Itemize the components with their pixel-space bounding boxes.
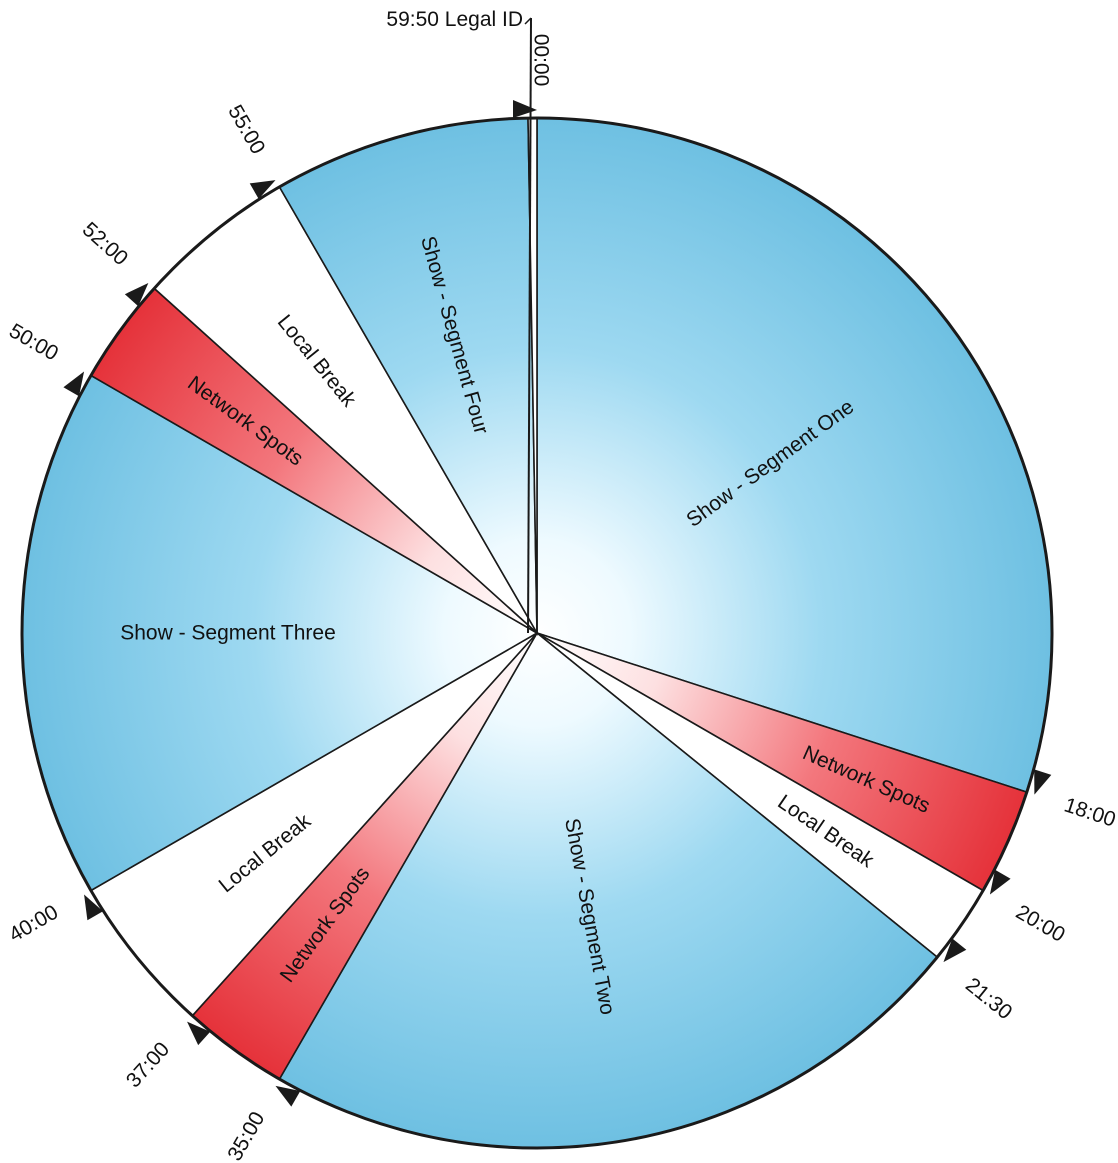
legal-id-line <box>527 17 532 634</box>
clock-outline <box>20 116 1054 1150</box>
marker-arrow-52-00 <box>124 283 149 307</box>
marker-label-52-00: 52:00 <box>78 218 132 270</box>
marker-arrow-50-00 <box>63 371 85 397</box>
segment-label-show-segment-three-6: Show - Segment Three <box>120 622 336 645</box>
marker-arrow-00-00 <box>513 100 537 118</box>
marker-arrow-35-00 <box>275 1085 301 1107</box>
marker-arrow-18-00 <box>1034 769 1052 795</box>
marker-label-55-00: 55:00 <box>223 101 269 158</box>
legal-id-leader <box>524 17 532 25</box>
marker-arrow-40-00 <box>84 894 103 921</box>
marker-label-20-00: 20:00 <box>1012 901 1069 947</box>
marker-arrow-55-00 <box>249 180 276 199</box>
legal-id-marker: 59:50 Legal ID <box>386 8 532 634</box>
marker-arrow-37-00 <box>187 1021 211 1046</box>
marker-label-00-00: 00:00 <box>530 34 553 87</box>
marker-arrow-21-30 <box>943 938 967 963</box>
marker-label-37-00: 37:00 <box>122 1038 174 1092</box>
legal-id-label: 59:50 Legal ID <box>386 8 523 31</box>
marker-arrow-20-00 <box>989 869 1011 895</box>
marker-label-40-00: 40:00 <box>5 901 62 947</box>
marker-label-50-00: 50:00 <box>5 319 62 365</box>
marker-label-18-00: 18:00 <box>1061 794 1118 832</box>
marker-label-35-00: 35:00 <box>223 1108 269 1163</box>
marker-label-21-30: 21:30 <box>961 973 1016 1024</box>
